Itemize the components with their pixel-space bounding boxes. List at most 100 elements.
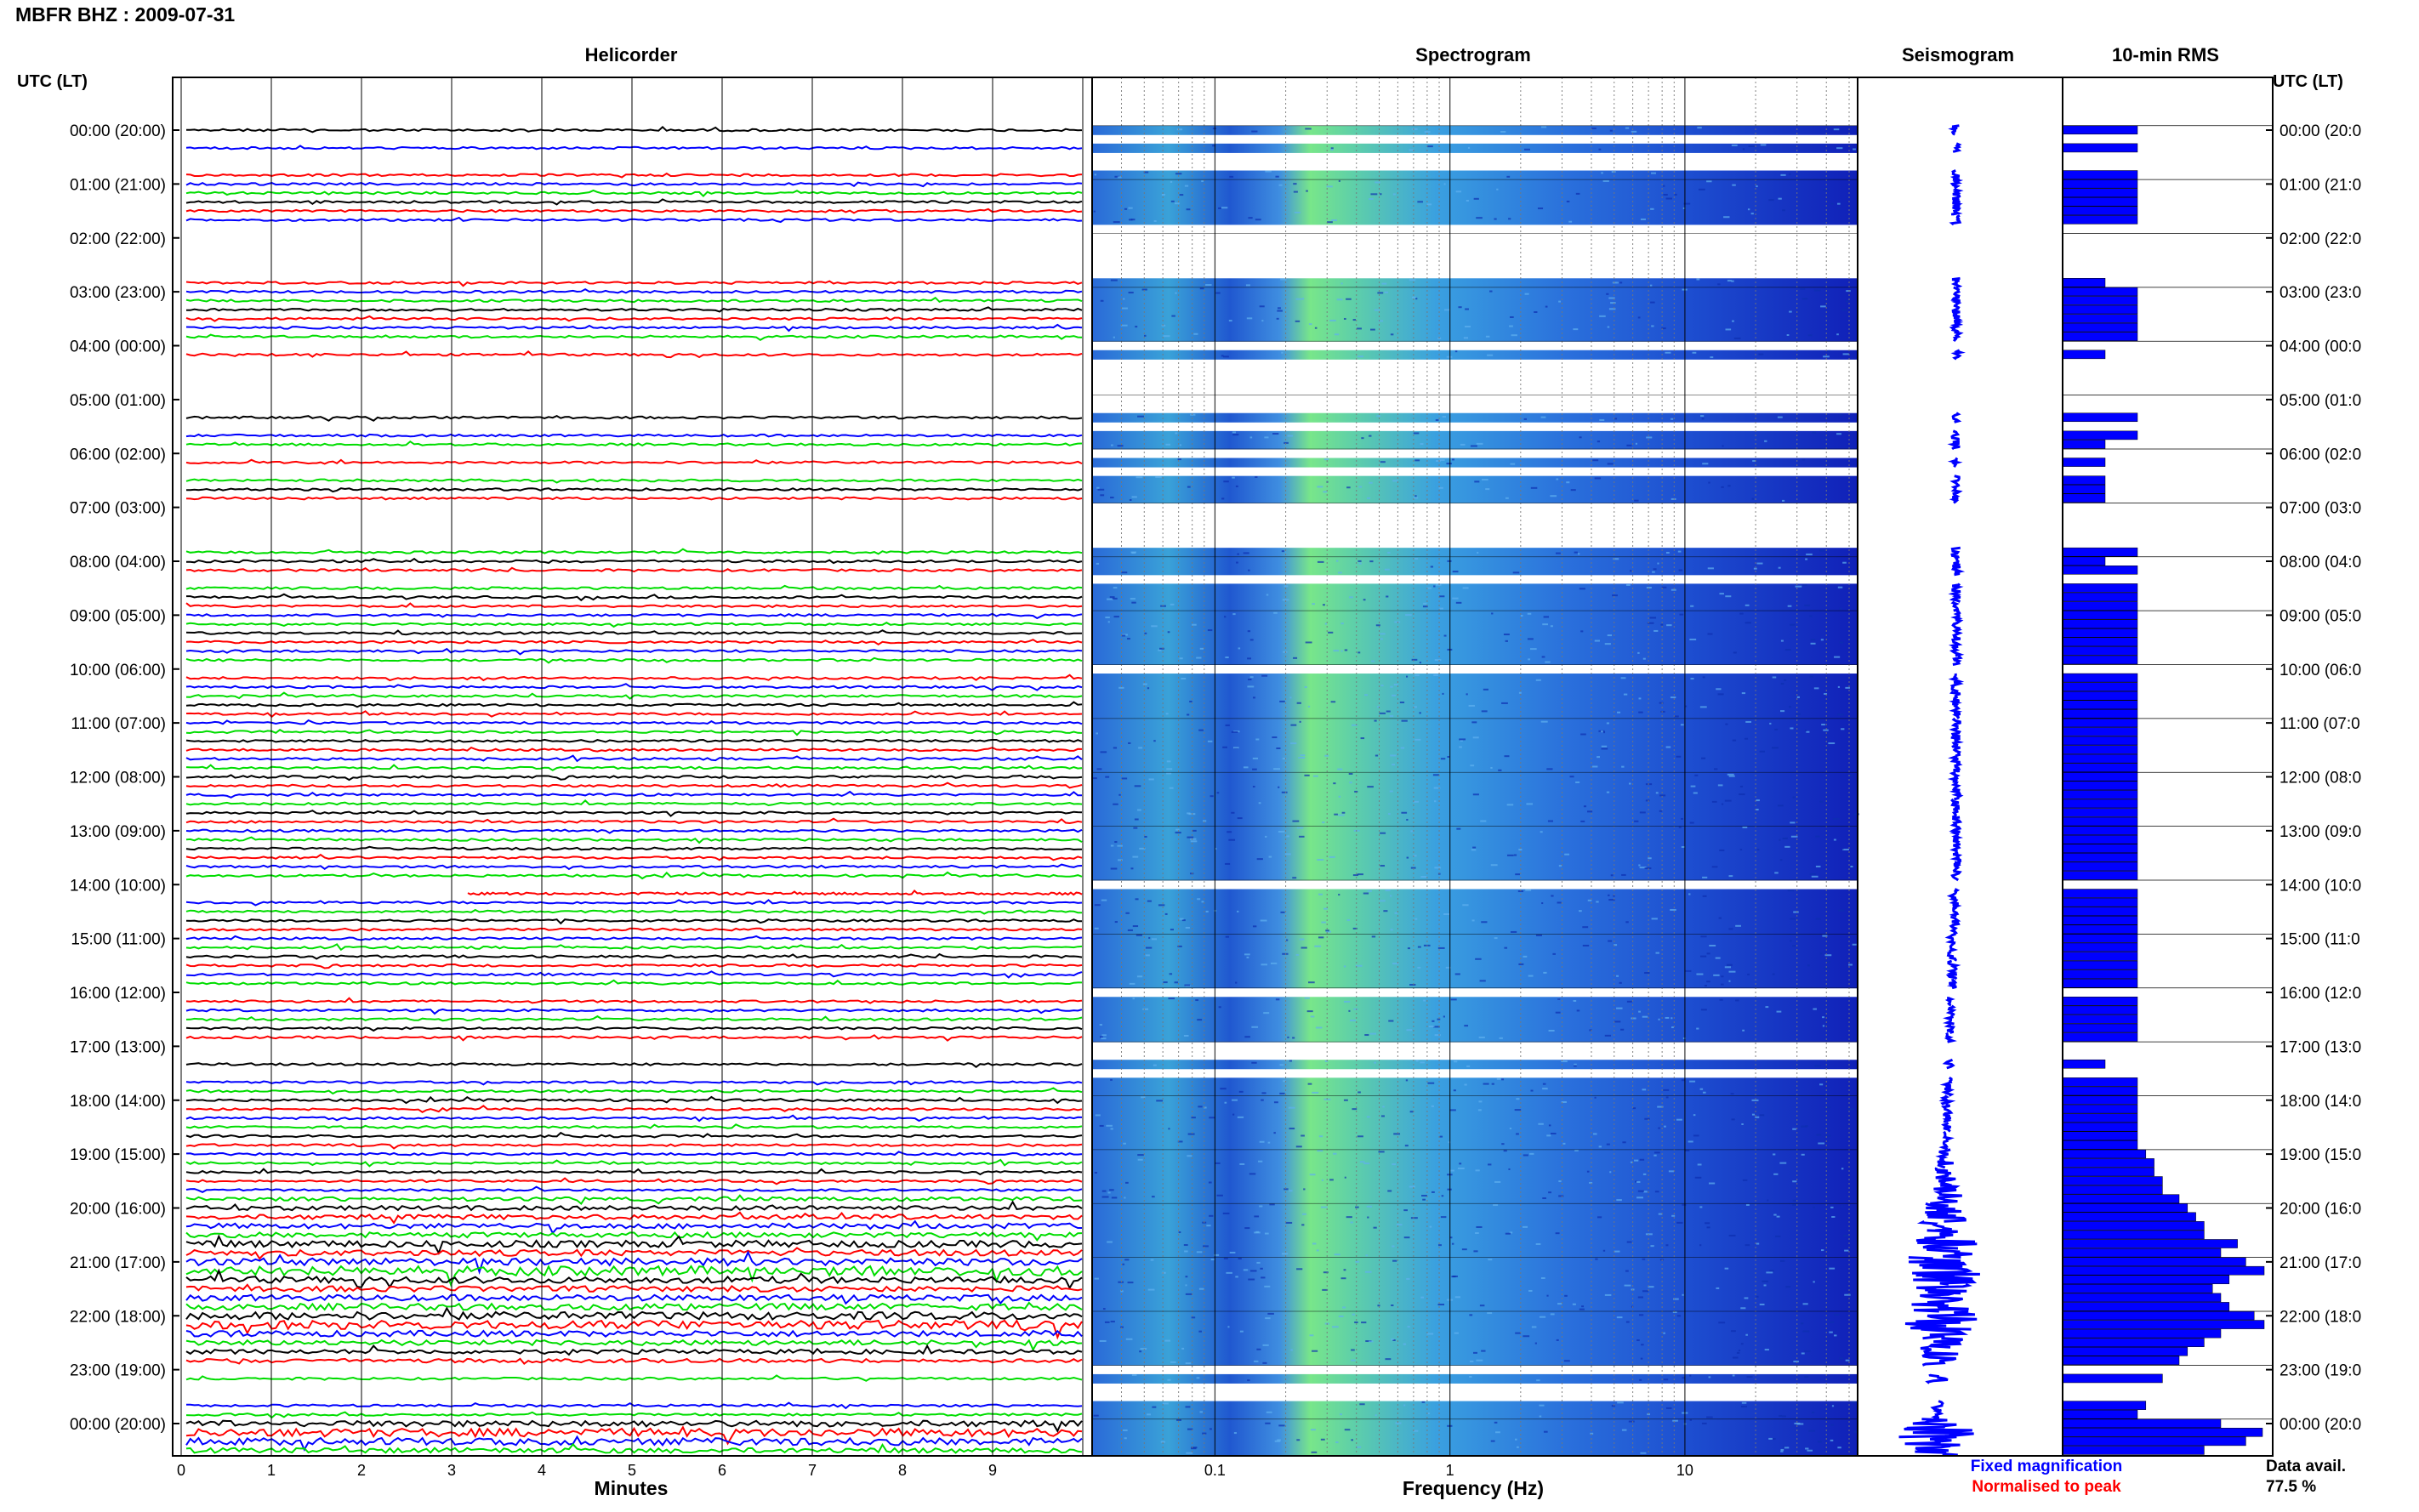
spectrogram-row [1092, 1310, 1858, 1322]
right-axis-header: UTC (LT) [2273, 72, 2343, 91]
seismogram-segment [1949, 475, 1961, 486]
seismogram-segment [1952, 861, 1961, 873]
data-avail-label: Data avail. [2266, 1458, 2346, 1475]
seismogram-segment [1949, 681, 1964, 693]
spectrogram-row [1092, 1284, 1858, 1294]
spectrogram-row [1092, 934, 1858, 944]
helicorder-trace [185, 315, 1083, 322]
helicorder-trace [185, 1283, 1083, 1293]
panel-frame [1857, 77, 2063, 1457]
helicorder-trace [185, 836, 1083, 844]
seismogram-segment [1921, 1327, 1969, 1340]
spectrogram-row [1092, 1023, 1858, 1034]
minute-tick-label: 8 [898, 1462, 907, 1479]
helicorder-trace [185, 584, 1083, 591]
spectrogram-row [1092, 997, 1858, 1007]
rms-bar [2062, 808, 2138, 817]
spectrogram-row [1092, 709, 1858, 719]
seismogram-segment [1931, 1408, 1944, 1421]
minute-tick-label: 7 [808, 1462, 817, 1479]
seismogram-segment [1950, 205, 1963, 216]
hour-label-right: 11:00 (07:0 [2280, 715, 2360, 733]
seismogram-segment [1950, 546, 1961, 559]
helicorder-trace [185, 1080, 1083, 1086]
rms-bar [2062, 475, 2106, 485]
rms-bar [2062, 484, 2106, 494]
spectrogram-row [1092, 1248, 1858, 1259]
spectrogram-row [1092, 844, 1858, 854]
seismogram-segment [1930, 1400, 1944, 1412]
helicorder-trace [185, 943, 1083, 952]
spectrogram-row [1092, 1203, 1858, 1214]
seismogram-segment [1947, 770, 1961, 782]
hour-label-right: 19:00 (15:0 [2280, 1146, 2361, 1164]
spectrogram-row [1092, 979, 1858, 989]
seismogram-segment [1951, 807, 1961, 819]
seismogram-segment [1950, 483, 1963, 496]
rms-bar [2062, 287, 2138, 297]
spectrogram-xlabel: Frequency (Hz) [1403, 1477, 1544, 1499]
helicorder-trace [185, 746, 1083, 753]
hour-label-right: 02:00 (22:0 [2280, 230, 2361, 248]
helicorder-trace [185, 629, 1083, 636]
helicorder-trace [185, 1401, 1083, 1410]
axis-labels: 00:00 (20:00) 01:00 (21:00) 02:00 (22:00) 0… [70, 122, 2361, 1479]
helicorder-trace [185, 622, 1083, 628]
seismogram-segment [1949, 851, 1963, 864]
hour-label-right: 21:00 (17:0 [2280, 1254, 2361, 1272]
rms-bar [2062, 1284, 2213, 1293]
rms-bar [2062, 1338, 2205, 1347]
spectrogram-row [1092, 619, 1858, 629]
helicorder-xlabel: Minutes [595, 1477, 669, 1499]
helicorder-trace [185, 729, 1083, 736]
helicorder-trace [185, 691, 1083, 700]
helicorder-trace [185, 1264, 1083, 1287]
seismogram-segment [1949, 645, 1965, 657]
spectrogram-row [1092, 1275, 1858, 1285]
seismogram-segment [1949, 213, 1962, 226]
rms-bar [2062, 889, 2138, 898]
helicorder-trace [185, 198, 1083, 206]
helicorder-trace [185, 710, 1083, 719]
rms-bar [2062, 1328, 2222, 1339]
seismogram-segment [1949, 492, 1961, 504]
rms-bar [2062, 691, 2138, 701]
rms-bar [2062, 547, 2138, 557]
seismogram-segment [1945, 969, 1958, 981]
seismogram-segment [1949, 691, 1961, 702]
rms-bar [2062, 709, 2138, 719]
seismogram-segment [1951, 304, 1961, 315]
rms-bar [2062, 1212, 2196, 1222]
helicorder-trace [185, 863, 1083, 871]
seismogram-segment [1949, 178, 1964, 190]
seismogram-segment [1906, 1418, 1957, 1430]
seismogram-segment [1950, 276, 1963, 289]
rms-bar [2062, 1113, 2138, 1123]
spectrogram-row [1092, 206, 1858, 216]
helicorder-trace [185, 1211, 1083, 1225]
helicorder-trace [185, 935, 1083, 941]
spectrogram-row [1092, 763, 1858, 773]
helicorder-trace [185, 280, 1083, 287]
helicorder-trace [185, 918, 1082, 925]
spectrogram-row [1092, 853, 1858, 863]
helicorder-trace [185, 782, 1083, 789]
spectrogram-row [1092, 170, 1858, 180]
spectrogram-row [1092, 1185, 1858, 1196]
seismogram-segment [1927, 1310, 1978, 1322]
helicorder-trace [185, 1168, 1083, 1176]
spectrogram-row [1092, 898, 1858, 908]
spectrogram-row [1092, 674, 1858, 684]
rms-bar [2062, 1239, 2238, 1248]
rms-bar [2062, 1409, 2138, 1419]
hour-label-left: 06:00 (02:00) [70, 446, 166, 463]
rms-bar [2062, 188, 2138, 197]
seismogram-segment [1915, 1444, 1958, 1457]
rms-bar [2062, 206, 2138, 216]
helicorder-trace [185, 296, 1083, 304]
helicorder-trace [185, 433, 1083, 438]
seismogram-segment [1942, 1014, 1955, 1026]
hour-label-left: 07:00 (03:00) [70, 500, 166, 518]
rms-bar [2062, 1436, 2246, 1447]
seismogram-segment [1949, 924, 1958, 935]
